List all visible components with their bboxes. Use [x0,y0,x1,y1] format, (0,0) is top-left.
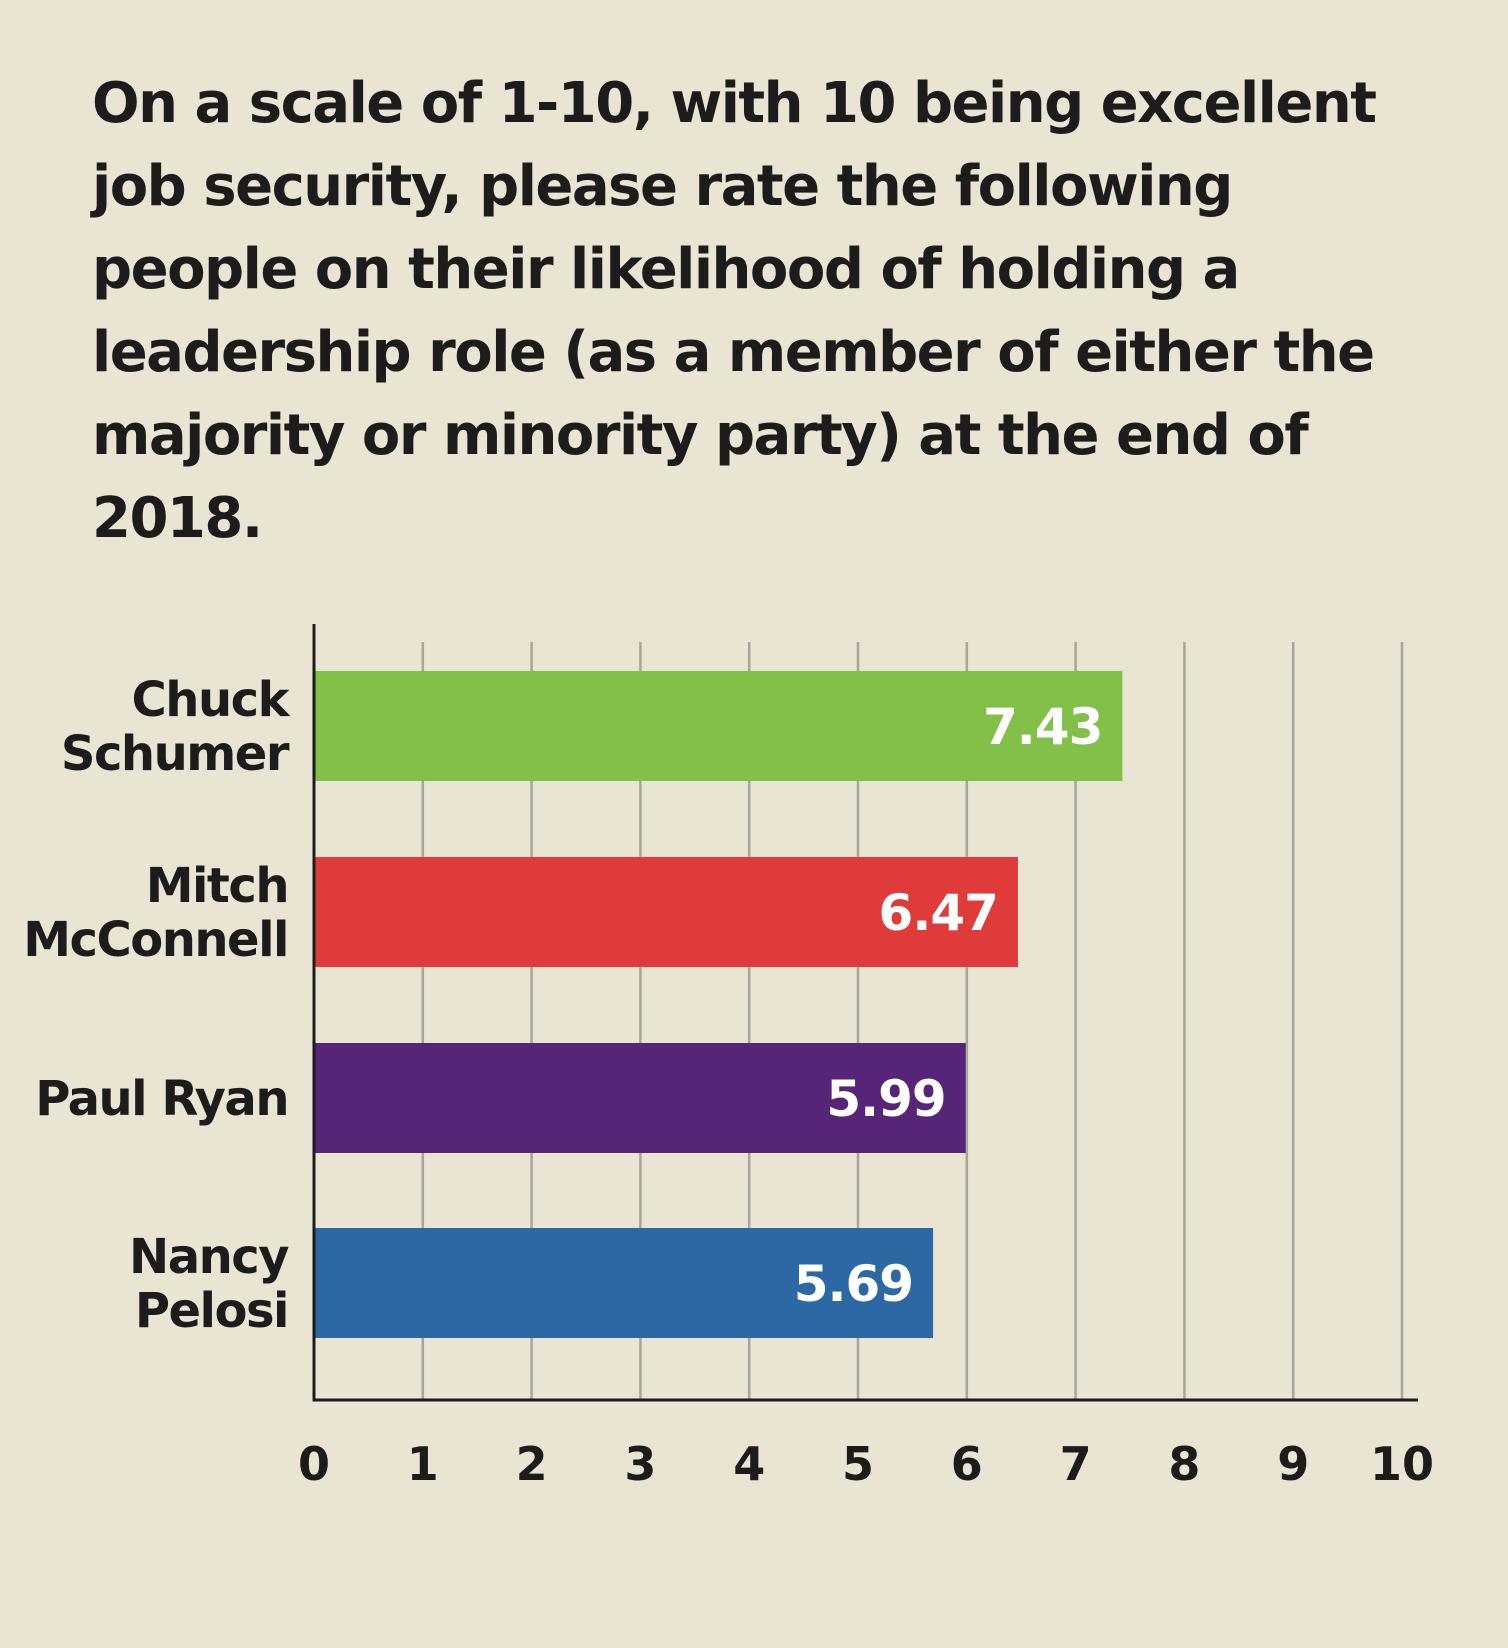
x-tick-label: 5 [842,1437,874,1491]
x-tick-label: 0 [298,1437,330,1491]
bar-nancy-pelosi [314,1228,934,1338]
category-label: McConnell [23,912,288,968]
x-tick-label: 1 [407,1437,439,1491]
category-label: Paul Ryan [35,1071,288,1127]
category-label: Chuck [132,672,291,728]
bar-paul-ryan [314,1043,966,1153]
x-tick-label: 3 [624,1437,656,1491]
chart-title: On a scale of 1-10, with 10 being excell… [92,71,1377,551]
x-tick-label: 10 [1370,1437,1434,1491]
bar-chuck-schumer [314,671,1123,781]
x-tick-label: 7 [1060,1437,1092,1491]
category-label: Pelosi [135,1283,288,1339]
data-label: 5.99 [826,1070,945,1128]
data-label: 6.47 [879,884,998,942]
data-label: 5.69 [794,1255,913,1313]
data-label: 7.43 [983,698,1102,756]
x-tick-label: 4 [733,1437,765,1491]
bars [314,671,1123,1338]
x-tick-label: 6 [951,1437,983,1491]
bar-mitch-mcconnell [314,857,1018,967]
x-tick-label: 2 [516,1437,548,1491]
x-tick-label: 9 [1277,1437,1309,1491]
x-tick-label: 8 [1168,1437,1200,1491]
axes [312,624,1418,1402]
category-label: Nancy [129,1229,289,1285]
category-label: Mitch [146,858,288,914]
category-label: Schumer [61,726,290,782]
